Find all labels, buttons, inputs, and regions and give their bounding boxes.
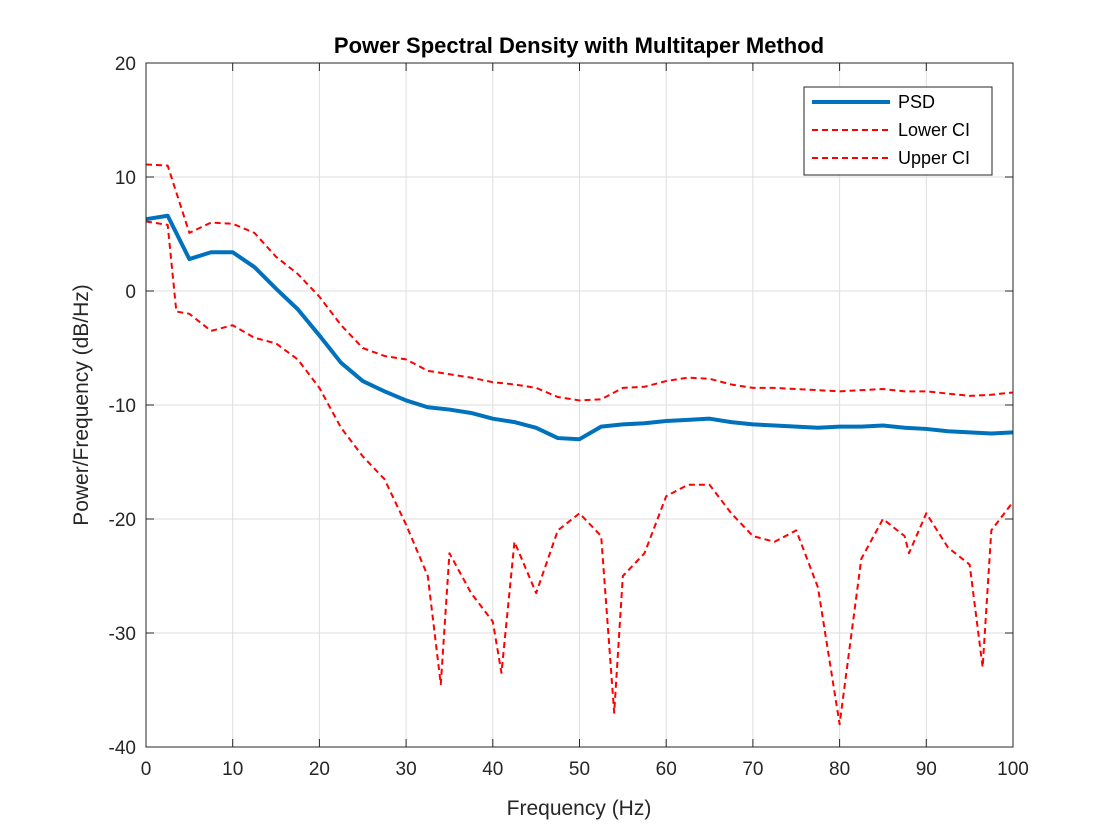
y-tick-label: 0 xyxy=(125,282,136,303)
chart-title: Power Spectral Density with Multitaper M… xyxy=(334,33,824,58)
y-tick-label: 20 xyxy=(115,54,136,75)
y-tick-label: -30 xyxy=(109,624,136,645)
y-tick-label: -40 xyxy=(109,738,136,759)
x-tick-label: 50 xyxy=(569,759,590,780)
x-tick-label: 10 xyxy=(222,759,243,780)
x-tick-label: 80 xyxy=(829,759,850,780)
x-tick-label: 100 xyxy=(997,759,1029,780)
legend: PSD Lower CI Upper CI xyxy=(803,86,993,176)
y-tick-label: -20 xyxy=(109,510,136,531)
y-tick-label: -10 xyxy=(109,396,136,417)
x-axis-label: Frequency (Hz) xyxy=(507,797,652,820)
legend-label: Upper CI xyxy=(898,148,970,168)
legend-label: PSD xyxy=(898,92,935,112)
series-layer xyxy=(145,163,1014,726)
y-tick-label: 10 xyxy=(115,168,136,189)
axis-ticks: 0 10 20 30 40 50 60 70 80 90 100 -40 -30 -20 -10 0 10 20 xyxy=(109,54,1029,780)
x-tick-label: 40 xyxy=(482,759,503,780)
series-line-psd xyxy=(145,213,1014,442)
series-line-upper-ci xyxy=(145,163,1014,402)
x-tick-label: 0 xyxy=(141,759,152,780)
x-tick-label: 20 xyxy=(309,759,330,780)
x-tick-label: 60 xyxy=(656,759,677,780)
y-axis-label: Power/Frequency (dB/Hz) xyxy=(70,284,93,526)
x-tick-label: 30 xyxy=(396,759,417,780)
x-tick-label: 70 xyxy=(742,759,763,780)
series-line-lower-ci xyxy=(145,220,1014,726)
x-tick-label: 90 xyxy=(916,759,937,780)
legend-label: Lower CI xyxy=(898,120,970,140)
